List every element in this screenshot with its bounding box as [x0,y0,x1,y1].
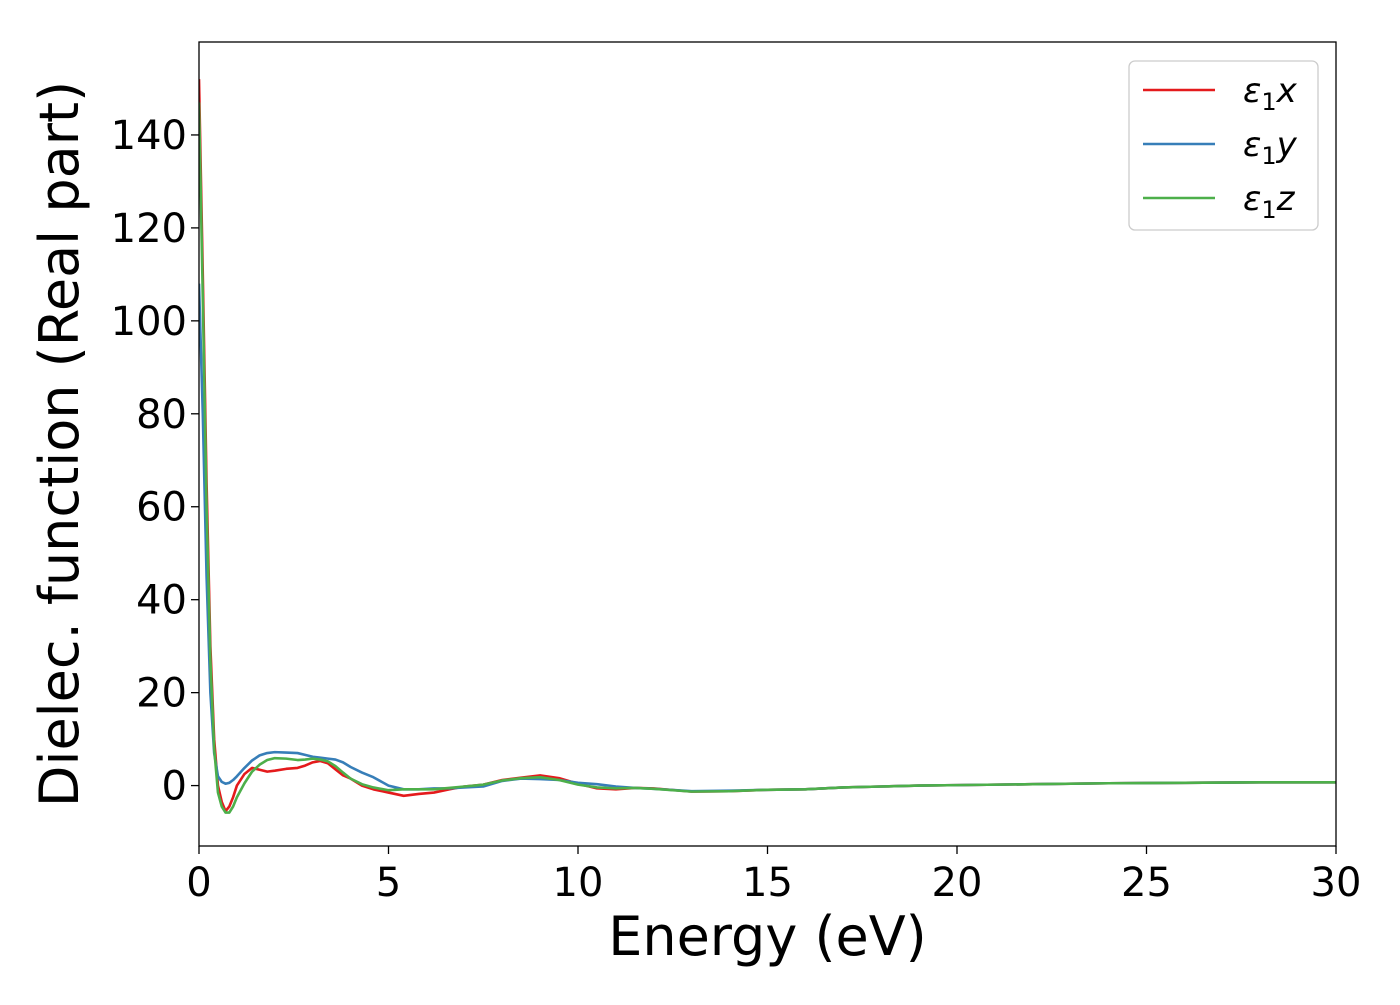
x-tick-label: 5 [376,860,401,906]
x-tick-label: 25 [1121,860,1172,906]
y-axis-ticks: 0 20 40 60 80 100 120 140 [111,113,199,810]
x-tick-label: 0 [186,860,211,906]
y-tick-label: 0 [162,764,187,810]
legend-label-y: ε1y [1243,125,1298,170]
x-tick-label: 15 [742,860,793,906]
series-layer [199,79,1336,814]
x-tick-label: 10 [553,860,604,906]
legend-symbol: ε [1243,71,1261,111]
y-axis-label: Dielec. function (Real part) [28,81,91,807]
y-tick-label: 140 [111,113,187,159]
series-line-z [199,102,1336,814]
legend-variable: y [1276,125,1298,165]
series-line-y [199,283,1336,793]
legend-subscript: 1 [1261,142,1276,170]
legend-label-x: ε1x [1243,71,1298,116]
legend-subscript: 1 [1261,196,1276,224]
y-tick-label: 60 [136,485,187,531]
legend-label-z: ε1z [1243,179,1296,224]
x-axis-ticks: 0 5 10 15 20 25 30 [186,846,1361,906]
x-axis-label: Energy (eV) [608,905,927,968]
y-tick-label: 20 [136,671,187,717]
x-tick-label: 20 [932,860,983,906]
y-tick-label: 100 [111,299,187,345]
y-tick-label: 120 [111,206,187,252]
legend-box [1128,60,1319,231]
legend-symbol: ε [1243,125,1261,165]
y-tick-label: 40 [136,578,187,624]
legend-symbol: ε [1243,179,1261,219]
x-tick-label: 30 [1311,860,1362,906]
y-tick-label: 80 [136,392,187,438]
legend-variable: z [1276,179,1296,219]
legend-variable: x [1276,71,1298,111]
legend-subscript: 1 [1261,88,1276,116]
